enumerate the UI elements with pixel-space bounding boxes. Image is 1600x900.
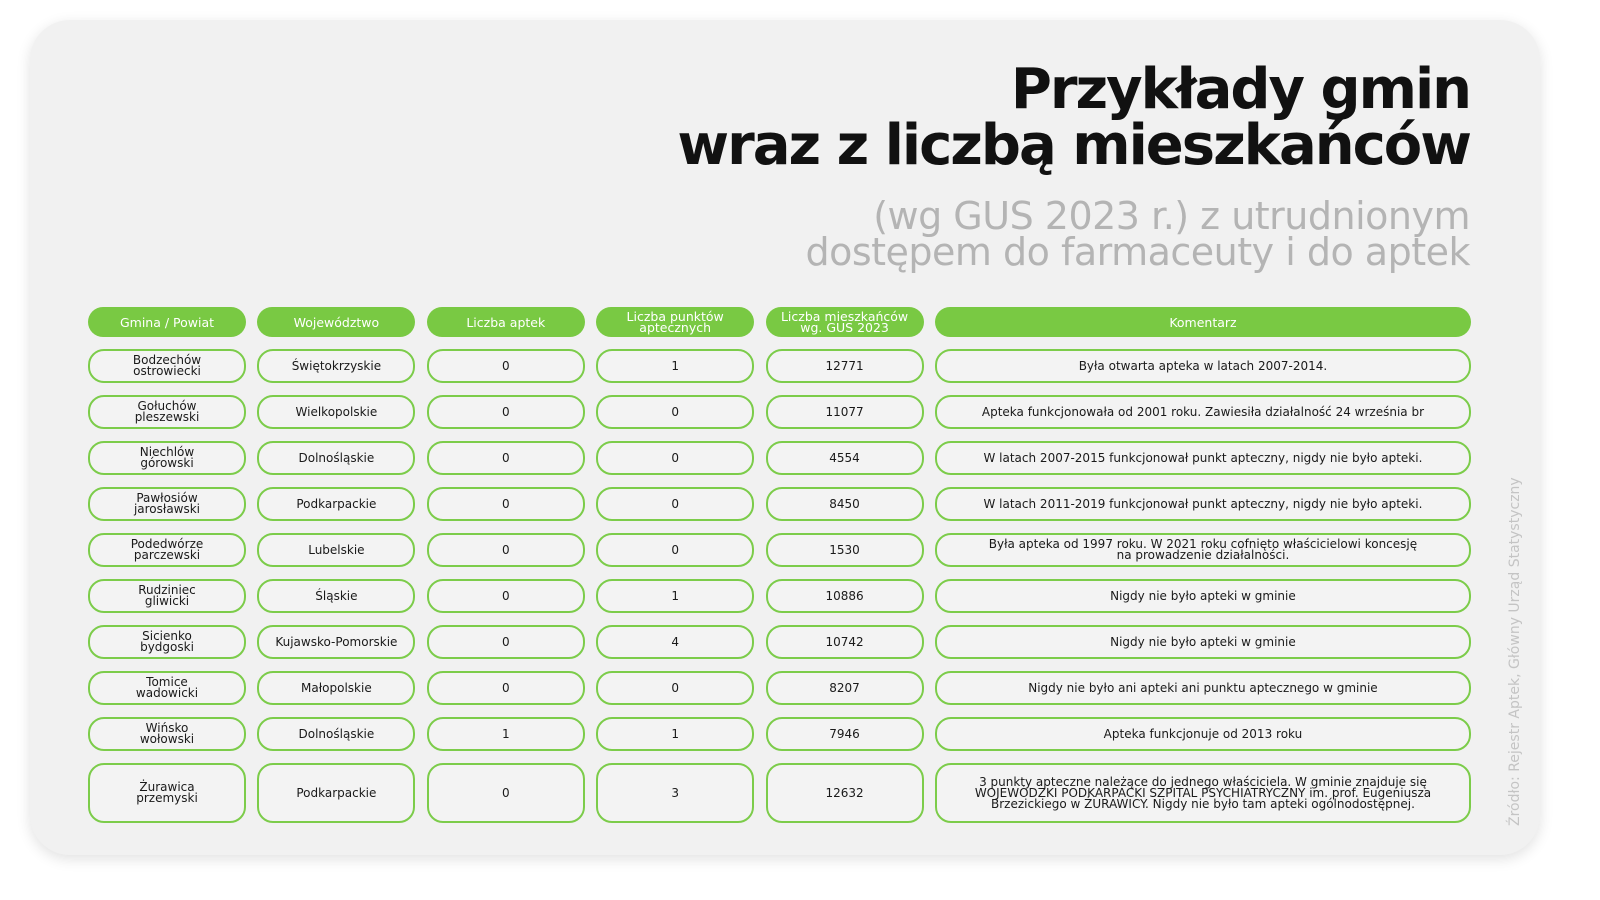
cell-punkty-apteczne: 0 [596,441,755,475]
cell-gmina: Wińsko wołowski [88,717,246,751]
cell-wojewodztwo: Kujawsko-Pomorskie [257,625,416,659]
cell-liczba-aptek: 1 [426,717,585,751]
cell-liczba-aptek: 0 [426,763,585,823]
cell-komentarz: Apteka funkcjonuje od 2013 roku [934,717,1471,751]
cell-komentarz: Nigdy nie było ani apteki ani punktu apt… [934,671,1471,705]
cell-punkty-apteczne: 0 [596,395,755,429]
cell-gmina: Rudziniec gliwicki [88,579,246,613]
cell-komentarz: Nigdy nie było apteki w gminie [934,579,1471,613]
cell-gmina: Żurawica przemyski [88,763,246,823]
column-header-komentarz: Komentarz [934,307,1471,337]
cell-gmina: Tomice wadowicki [88,671,246,705]
cell-mieszkancy: 11077 [765,395,924,429]
cell-punkty-apteczne: 0 [596,671,755,705]
cell-wojewodztwo: Wielkopolskie [257,395,416,429]
cell-komentarz: Była apteka od 1997 roku. W 2021 roku co… [934,533,1471,567]
cell-mieszkancy: 12771 [765,349,924,383]
cell-komentarz: Była otwarta apteka w latach 2007-2014. [934,349,1471,383]
cell-punkty-apteczne: 0 [596,487,755,521]
cell-punkty-apteczne: 1 [596,579,755,613]
cell-gmina: Bodzechów ostrowiecki [88,349,246,383]
cell-liczba-aptek: 0 [426,349,585,383]
cell-komentarz: 3 punkty apteczne należące do jednego wł… [934,763,1471,823]
cell-gmina: Pawłosiów jarosławski [88,487,246,521]
data-table: Gmina / Powiat Województwo Liczba aptek Lic… [88,307,1471,823]
page-title: Przykłady gmin wraz z liczbą mieszkańców [677,57,1472,178]
cell-liczba-aptek: 0 [426,625,585,659]
cell-komentarz: W latach 2007-2015 funkcjonował punkt ap… [934,441,1471,475]
cell-mieszkancy: 8207 [765,671,924,705]
cell-wojewodztwo: Śląskie [257,579,416,613]
column-header-liczba-aptek: Liczba aptek [426,307,585,337]
cell-wojewodztwo: Podkarpackie [257,763,416,823]
cell-mieszkancy: 7946 [765,717,924,751]
cell-punkty-apteczne: 4 [596,625,755,659]
cell-punkty-apteczne: 3 [596,763,755,823]
column-header-gmina: Gmina / Powiat [88,307,246,337]
cell-wojewodztwo: Dolnośląskie [257,441,416,475]
title-line-1: Przykłady gmin [1010,57,1472,122]
cell-liczba-aptek: 0 [426,441,585,475]
subtitle-line-1: (wg GUS 2023 r.) z utrudnionym [873,194,1470,238]
title-line-2: wraz z liczbą mieszkańców [677,113,1472,178]
infographic-card [30,20,1540,855]
cell-komentarz: Nigdy nie było apteki w gminie [934,625,1471,659]
cell-punkty-apteczne: 1 [596,349,755,383]
subtitle-line-2: dostępem do farmaceuty i do aptek [805,230,1470,274]
cell-liczba-aptek: 0 [426,395,585,429]
source-note: Źródło: Rejestr Aptek, Główny Urząd Stat… [1507,477,1523,826]
cell-wojewodztwo: Dolnośląskie [257,717,416,751]
cell-wojewodztwo: Świętokrzyskie [257,349,416,383]
cell-gmina: Niechlów górowski [88,441,246,475]
cell-wojewodztwo: Podkarpackie [257,487,416,521]
cell-mieszkancy: 1530 [765,533,924,567]
cell-punkty-apteczne: 0 [596,533,755,567]
cell-wojewodztwo: Lubelskie [257,533,416,567]
cell-wojewodztwo: Małopolskie [257,671,416,705]
cell-mieszkancy: 8450 [765,487,924,521]
cell-liczba-aptek: 0 [426,579,585,613]
cell-gmina: Gołuchów pleszewski [88,395,246,429]
cell-komentarz: Apteka funkcjonowała od 2001 roku. Zawie… [934,395,1471,429]
cell-liczba-aptek: 0 [426,533,585,567]
cell-mieszkancy: 10886 [765,579,924,613]
cell-gmina: Sicienko bydgoski [88,625,246,659]
column-header-wojewodztwo: Województwo [257,307,416,337]
cell-mieszkancy: 4554 [765,441,924,475]
cell-mieszkancy: 10742 [765,625,924,659]
column-header-punkty-apteczne: Liczba punktów aptecznych [596,307,755,337]
cell-liczba-aptek: 0 [426,487,585,521]
cell-punkty-apteczne: 1 [596,717,755,751]
cell-mieszkancy: 12632 [765,763,924,823]
cell-komentarz: W latach 2011-2019 funkcjonował punkt ap… [934,487,1471,521]
subtitle: (wg GUS 2023 r.) z utrudnionym dostępem … [805,194,1470,274]
column-header-mieszkancy: Liczba mieszkańców wg. GUS 2023 [765,307,924,337]
cell-liczba-aptek: 0 [426,671,585,705]
cell-gmina: Podedwórze parczewski [88,533,246,567]
